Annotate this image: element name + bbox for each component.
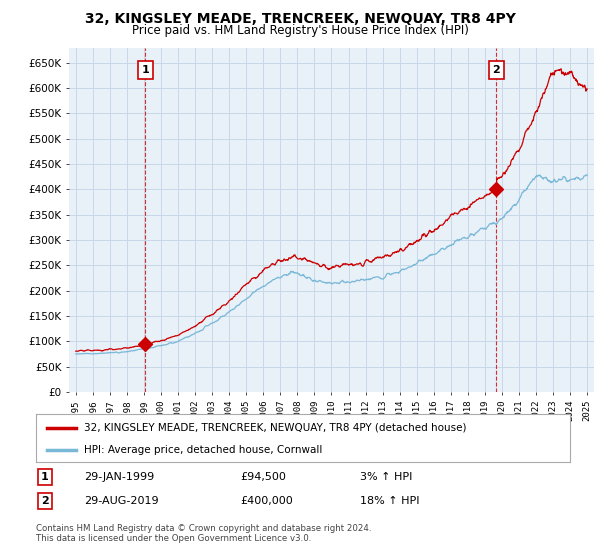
Text: HPI: Average price, detached house, Cornwall: HPI: Average price, detached house, Corn… bbox=[84, 445, 322, 455]
Point bbox=[140, 340, 150, 349]
Text: 29-AUG-2019: 29-AUG-2019 bbox=[84, 496, 158, 506]
Text: 29-JAN-1999: 29-JAN-1999 bbox=[84, 472, 154, 482]
Text: 1: 1 bbox=[41, 472, 49, 482]
Text: 1: 1 bbox=[142, 65, 149, 75]
Text: Price paid vs. HM Land Registry's House Price Index (HPI): Price paid vs. HM Land Registry's House … bbox=[131, 24, 469, 37]
Text: 3% ↑ HPI: 3% ↑ HPI bbox=[360, 472, 412, 482]
Text: 18% ↑ HPI: 18% ↑ HPI bbox=[360, 496, 419, 506]
Text: 2: 2 bbox=[493, 65, 500, 75]
Text: 32, KINGSLEY MEADE, TRENCREEK, NEWQUAY, TR8 4PY: 32, KINGSLEY MEADE, TRENCREEK, NEWQUAY, … bbox=[85, 12, 515, 26]
Text: 2: 2 bbox=[41, 496, 49, 506]
Text: 32, KINGSLEY MEADE, TRENCREEK, NEWQUAY, TR8 4PY (detached house): 32, KINGSLEY MEADE, TRENCREEK, NEWQUAY, … bbox=[84, 423, 467, 433]
Text: Contains HM Land Registry data © Crown copyright and database right 2024.
This d: Contains HM Land Registry data © Crown c… bbox=[36, 524, 371, 543]
Text: £400,000: £400,000 bbox=[240, 496, 293, 506]
Text: £94,500: £94,500 bbox=[240, 472, 286, 482]
Point bbox=[491, 185, 501, 194]
